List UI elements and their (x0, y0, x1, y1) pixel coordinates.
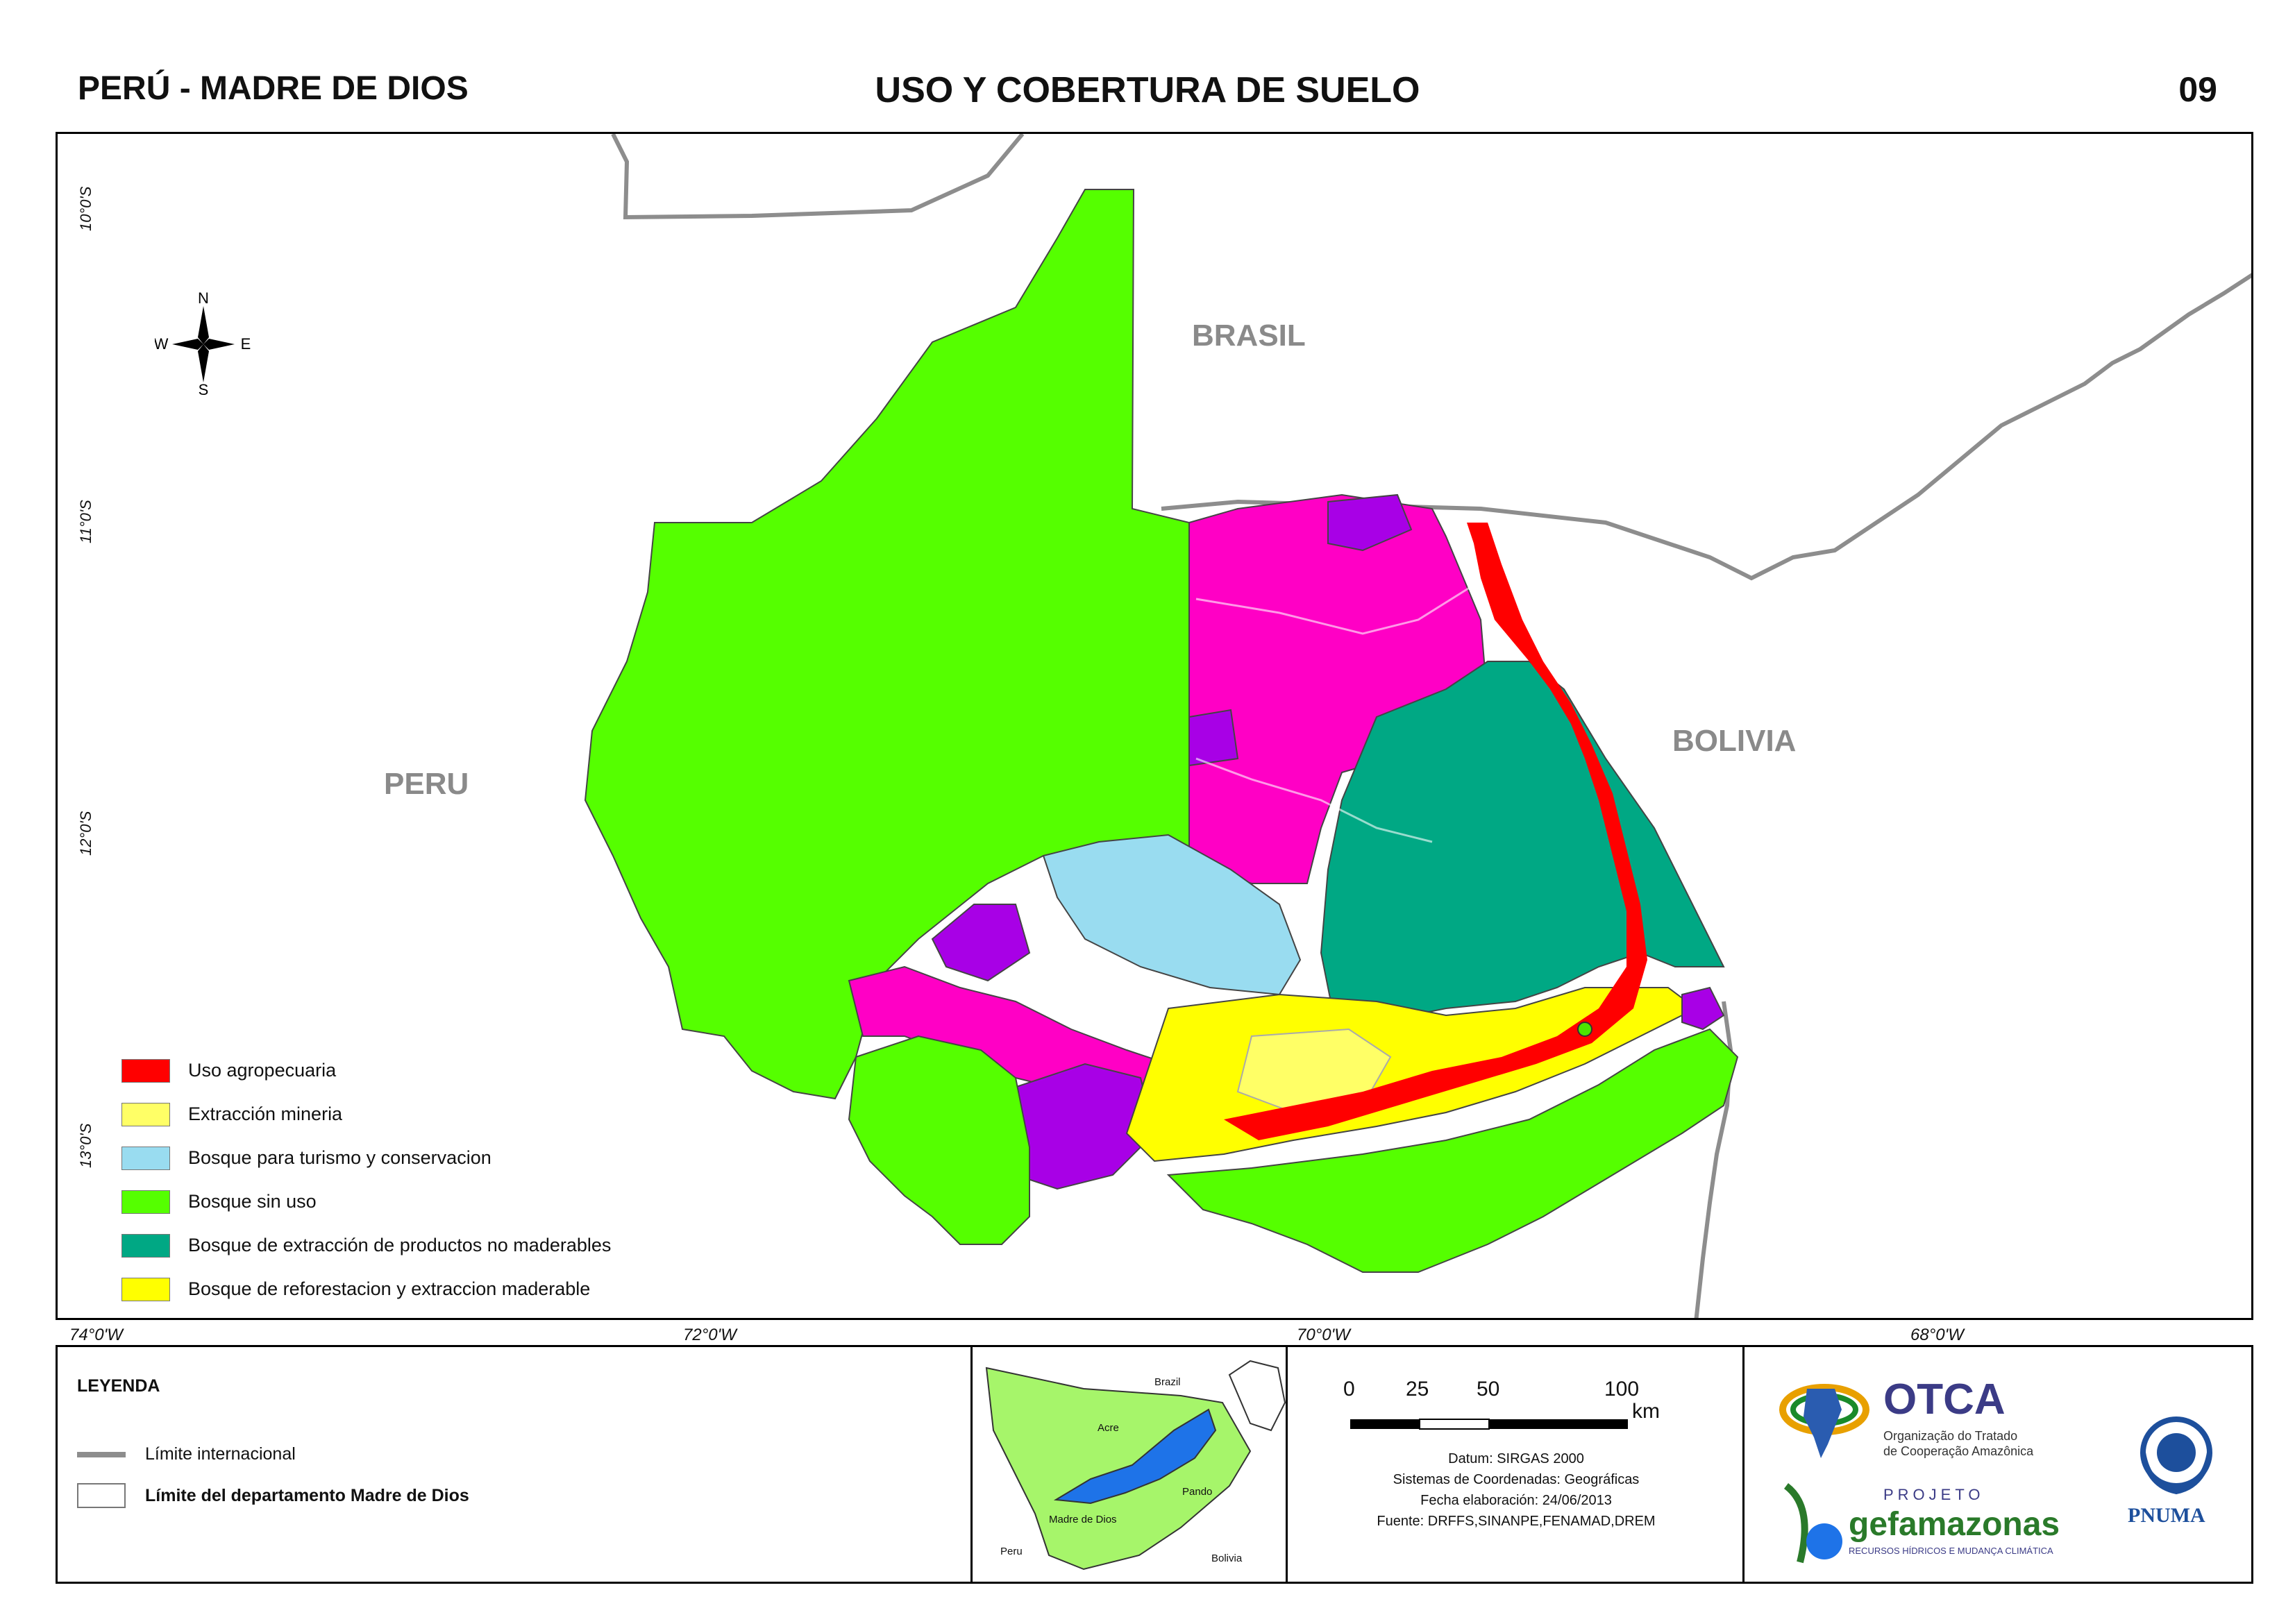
area-no-maderables (1320, 661, 1725, 1023)
area-autoconsumo-east (1681, 986, 1725, 1031)
legend-label: Bosque sin uso (188, 1191, 317, 1212)
map-title: USO Y COBERTURA DE SUELO (875, 70, 1420, 110)
lat-label-13: 13°0'S (77, 1123, 94, 1168)
pnuma-logo-text: PNUMA (2128, 1504, 2205, 1527)
area-bosque-sin-uso-se (1166, 1028, 1739, 1273)
map-legend: Uso agropecuaria Extracción mineria Bosque… (121, 1049, 611, 1318)
otca-logo-icon (1779, 1384, 1869, 1458)
map-number: 09 (2178, 70, 2217, 109)
compass-n: N (198, 292, 209, 307)
gef-projeto-text: PROJETO (1883, 1486, 1985, 1503)
source-text: Fuente: DRFFS,SINANPE,FENAMAD,DREM (1377, 1514, 1656, 1529)
legend-item: Bosque de extracción de productos no mad… (121, 1224, 611, 1267)
scale-unit: km (1632, 1400, 1660, 1423)
scale-cell: 0 25 50 100 km Datum: SIRGAS 2000 Sistem… (1288, 1347, 1745, 1582)
inset-label-madre-de-dios: Madre de Dios (1049, 1514, 1117, 1525)
land-use-map (584, 134, 2251, 1318)
lon-label-70: 70°0'W (1297, 1326, 1350, 1344)
legend-item: Bosque de extracción forestal (121, 1311, 611, 1318)
area-agropecuaria (1224, 523, 1647, 1140)
lat-label-10: 10°0'S (77, 186, 94, 231)
inset-label-pando: Pando (1182, 1486, 1213, 1498)
inset-map: Brazil Acre Pando Madre de Dios Peru Bol… (973, 1347, 1288, 1582)
label-brasil: BRASIL (1192, 319, 1306, 353)
bottom-panel: LEYENDA Límite internacional Límite del … (56, 1345, 2253, 1584)
scale-tick-0: 0 (1343, 1378, 1355, 1401)
area-autoconsumo-sw (931, 904, 1031, 982)
label-peru: PERU (384, 767, 469, 801)
scale-bar (1350, 1419, 1628, 1430)
otca-logo-text: OTCA (1883, 1376, 2006, 1423)
inset-label-brazil: Brazil (1154, 1376, 1181, 1388)
legend-swatch (121, 1277, 170, 1301)
map-frame[interactable]: N S E W BRASIL PERU BOLIVIA 10°0'S 11°0'… (56, 132, 2253, 1320)
legend-label: Uso agropecuaria (188, 1060, 337, 1081)
legend-swatch (121, 1190, 170, 1214)
legend-swatch (121, 1102, 170, 1126)
scale-tick-50: 50 (1477, 1378, 1500, 1401)
lat-label-12: 12°0'S (77, 811, 94, 856)
legend-cell: LEYENDA Límite internacional Límite del … (58, 1347, 973, 1582)
department-limit-label: Límite del departamento Madre de Dios (145, 1485, 469, 1505)
date-text: Fecha elaboración: 24/06/2013 (1420, 1493, 1612, 1508)
international-limit-swatch (77, 1451, 126, 1457)
gef-logo-text: gefamazonas (1849, 1506, 2060, 1543)
lon-label-68: 68°0'W (1910, 1326, 1964, 1344)
otca-sub1: Organização do Tratado (1883, 1429, 2018, 1443)
pnuma-logo-icon (2140, 1416, 2212, 1495)
area-autoconsumo-mid (1188, 709, 1239, 767)
compass-s: S (199, 381, 209, 396)
gef-sub-text: RECURSOS HÍDRICOS E MUDANÇA CLIMÁTICA (1849, 1546, 2053, 1556)
area-autoconsumo-north (1327, 493, 1413, 552)
legend-item: Bosque de reforestacion y extraccion mad… (121, 1267, 611, 1311)
leyenda-title: LEYENDA (77, 1376, 160, 1396)
compass-e: E (241, 335, 251, 353)
lon-label-74: 74°0'W (69, 1326, 123, 1344)
area-turismo-conservacion (1042, 834, 1302, 996)
north-arrow-icon: N S E W (155, 292, 251, 396)
inset-label-acre: Acre (1098, 1422, 1119, 1434)
legend-item: Extracción mineria (121, 1092, 611, 1136)
legend-label: Bosque de extracción de productos no mad… (188, 1235, 612, 1255)
legend-department-limit: Límite del departamento Madre de Dios (77, 1483, 469, 1508)
river-north (1195, 584, 1474, 635)
compass-w: W (155, 335, 169, 353)
international-limit-label: Límite internacional (145, 1444, 296, 1464)
gefamazonas-logo-icon (1783, 1483, 1842, 1564)
inset-map-svg (985, 1360, 1286, 1571)
legend-label: Bosque de reforestacion y extraccion mad… (188, 1278, 591, 1299)
area-bosque-sin-uso-south (848, 1035, 1030, 1245)
lat-label-11: 11°0'S (77, 500, 94, 543)
otca-sub2: de Cooperação Amazônica (1883, 1444, 2034, 1458)
river-central (1195, 757, 1433, 843)
label-bolivia: BOLIVIA (1672, 724, 1797, 758)
legend-international-limit: Límite internacional (77, 1444, 296, 1464)
logos-cell: OTCA Organização do Tratado de Cooperaçã… (1745, 1347, 2251, 1582)
legend-swatch (121, 1233, 170, 1258)
legend-swatch (121, 1058, 170, 1083)
datum-text: Datum: SIRGAS 2000 (1448, 1451, 1584, 1466)
area-urbana-marker (1577, 1022, 1592, 1037)
area-bosque-sin-uso-west (584, 189, 1190, 1100)
department-limit-swatch (77, 1483, 126, 1508)
scale-tick-100: 100 (1604, 1378, 1640, 1401)
legend-item: Uso agropecuaria (121, 1049, 611, 1092)
legend-label: Bosque para turismo y conservacion (188, 1147, 491, 1168)
border-brasil-north (611, 134, 1025, 220)
lon-label-72: 72°0'W (683, 1326, 737, 1344)
legend-swatch (121, 1146, 170, 1170)
legend-label: Extracción mineria (188, 1103, 343, 1124)
inset-label-peru: Peru (1000, 1546, 1023, 1557)
legend-item: Bosque para turismo y conservacion (121, 1136, 611, 1180)
inset-label-bolivia: Bolivia (1211, 1553, 1243, 1564)
region-title: PERÚ - MADRE DE DIOS (78, 70, 469, 107)
coord-system-text: Sistemas de Coordenadas: Geográficas (1393, 1472, 1640, 1487)
border-brasil-east (1161, 273, 2251, 581)
scale-tick-25: 25 (1406, 1378, 1429, 1401)
legend-item: Bosque sin uso (121, 1180, 611, 1224)
